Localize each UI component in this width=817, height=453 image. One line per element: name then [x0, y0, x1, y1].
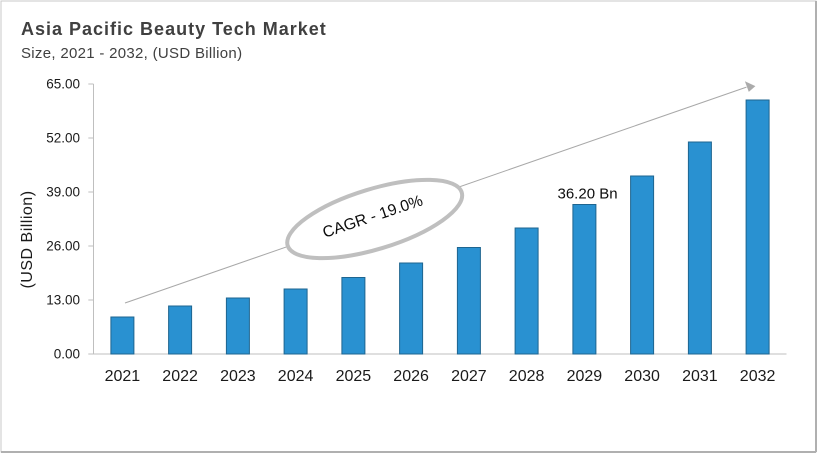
svg-text:2032: 2032: [740, 368, 776, 385]
svg-text:2023: 2023: [220, 368, 256, 385]
svg-text:52.00: 52.00: [46, 131, 80, 146]
svg-text:36.20 Bn: 36.20 Bn: [558, 186, 618, 203]
svg-text:2026: 2026: [393, 368, 429, 385]
svg-text:26.00: 26.00: [46, 239, 80, 254]
svg-text:2024: 2024: [278, 368, 314, 385]
svg-text:2028: 2028: [509, 368, 545, 385]
svg-text:65.00: 65.00: [46, 77, 80, 92]
svg-text:0.00: 0.00: [54, 347, 80, 362]
svg-text:2025: 2025: [336, 368, 372, 385]
svg-text:2022: 2022: [162, 368, 198, 385]
svg-text:Size, 2021 - 2032, (USD Billio: Size, 2021 - 2032, (USD Billion): [21, 45, 242, 62]
svg-text:2021: 2021: [105, 368, 141, 385]
svg-text:39.00: 39.00: [46, 185, 80, 200]
svg-text:Asia Pacific Beauty Tech Marke: Asia Pacific Beauty Tech Market: [21, 19, 327, 39]
svg-text:13.00: 13.00: [46, 293, 80, 308]
svg-text:2027: 2027: [451, 368, 487, 385]
svg-text:2030: 2030: [624, 368, 660, 385]
svg-text:(USD Billion): (USD Billion): [19, 190, 36, 288]
svg-text:2029: 2029: [567, 368, 603, 385]
svg-text:2031: 2031: [682, 368, 718, 385]
